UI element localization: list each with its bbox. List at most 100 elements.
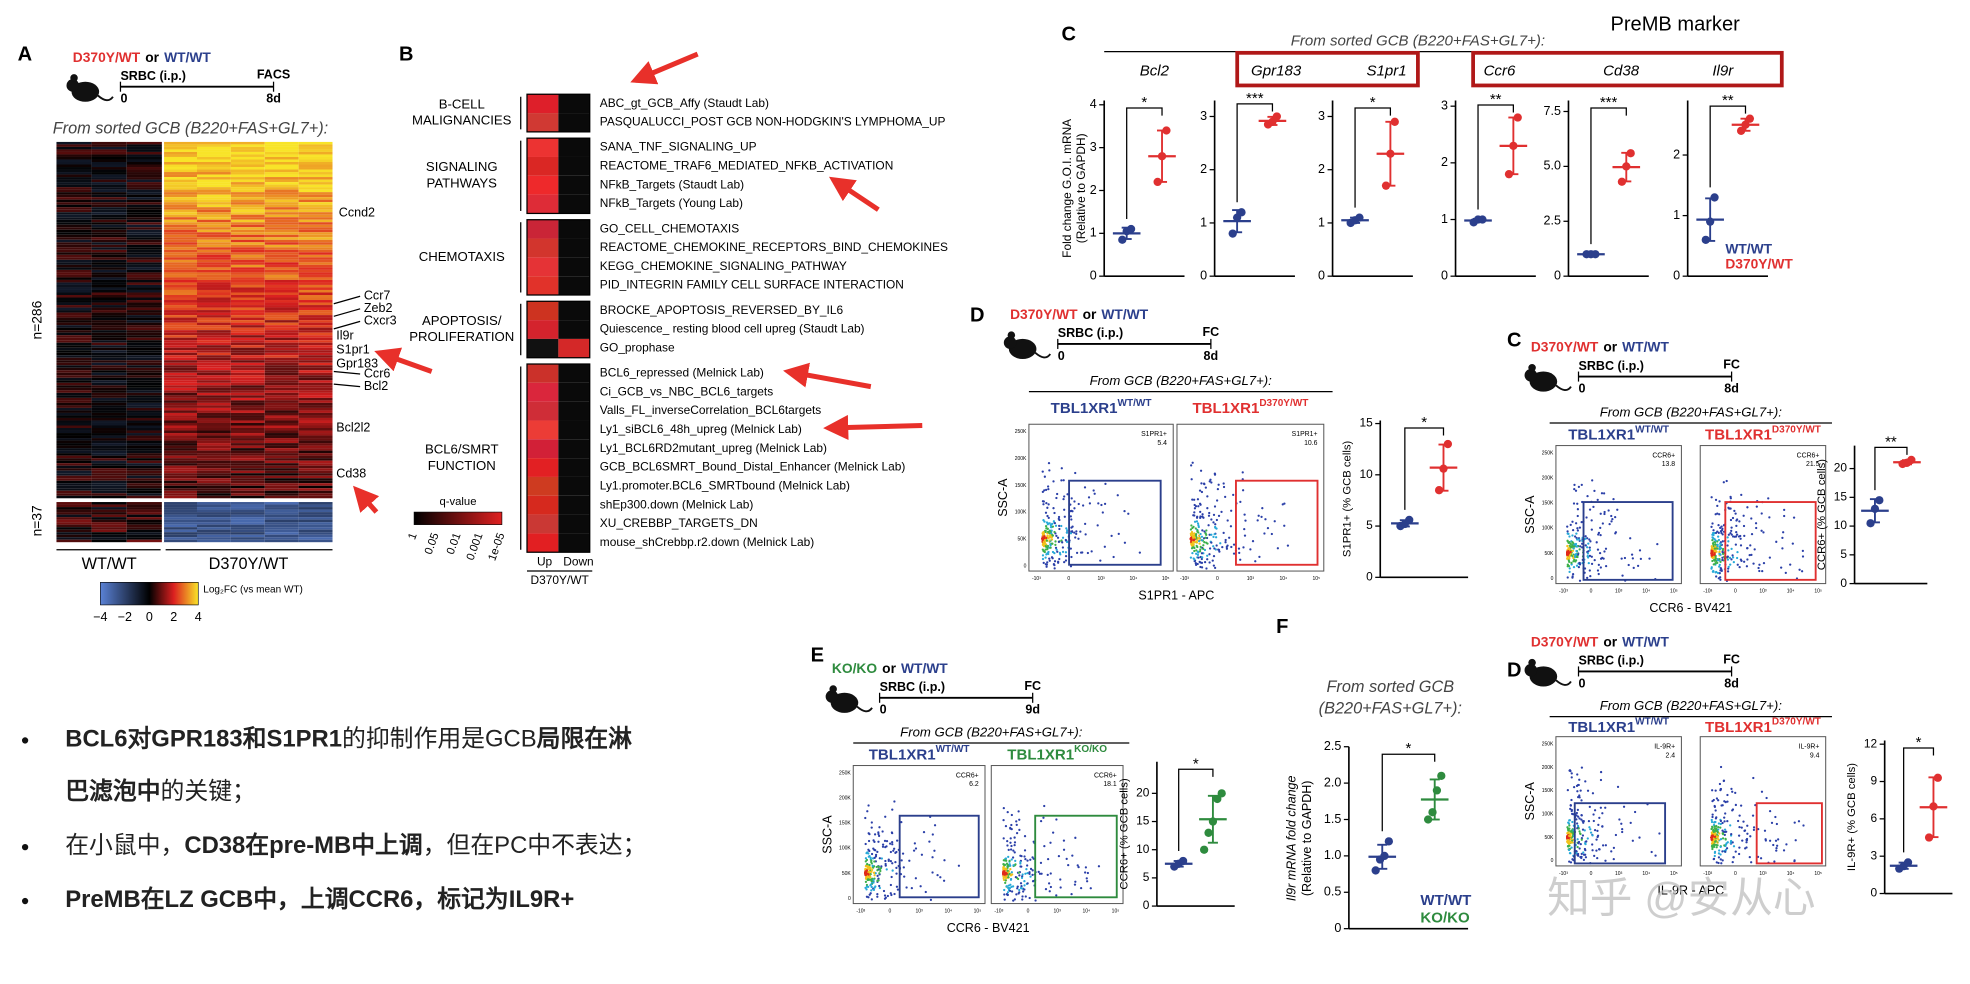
heatmap-cell <box>197 514 231 518</box>
flow-event <box>1060 524 1063 528</box>
flow-event <box>1270 532 1273 536</box>
flow-event <box>1580 836 1584 840</box>
flow-event <box>1060 479 1063 482</box>
heatmap-cell <box>197 325 231 328</box>
heatmap-cell <box>230 458 265 461</box>
heatmap-cell <box>56 430 92 434</box>
heatmap-cell <box>298 532 333 535</box>
flow-event <box>1587 562 1590 565</box>
flow-event <box>1579 789 1582 792</box>
flow-event <box>1612 498 1615 501</box>
flow-event <box>892 849 895 852</box>
heatmap-cell <box>163 360 197 363</box>
flow-event <box>1578 817 1581 820</box>
flow-event <box>1048 890 1051 893</box>
flow-event <box>1059 886 1062 889</box>
flow-event <box>1100 503 1103 507</box>
flow-event <box>1758 563 1761 566</box>
flow-event <box>1031 880 1035 883</box>
flow-event <box>884 859 887 863</box>
heatmap-cell <box>197 458 231 461</box>
heatmap-cell <box>197 420 231 423</box>
flow-event <box>1768 516 1771 519</box>
heatmap-cell <box>126 493 162 496</box>
flow-event <box>895 850 898 854</box>
flow-event <box>1039 861 1043 865</box>
treatment: SRBC (i.p.) <box>880 680 945 694</box>
flow-x-tick: -10³ <box>1032 576 1041 582</box>
flow-event <box>1064 538 1067 542</box>
heatmap-cell <box>91 352 127 356</box>
heatmap-cell <box>264 453 299 456</box>
heatmap-cell <box>91 392 127 396</box>
flow-event <box>1732 845 1736 848</box>
flow-event <box>1228 536 1231 539</box>
heatmap-cell <box>163 252 197 255</box>
group-frame <box>526 93 591 133</box>
heatmap-cell <box>264 284 299 288</box>
flow-event <box>1065 531 1069 534</box>
heatmap-cell <box>230 335 265 338</box>
heatmap-cell <box>91 156 127 160</box>
flow-event <box>878 886 881 890</box>
heatmap-cell <box>197 141 231 145</box>
flow-event <box>1734 535 1738 538</box>
heatmap-cell <box>56 495 92 499</box>
flow-event <box>1566 532 1569 535</box>
heatmap-cell <box>298 194 333 198</box>
heatmap-cell <box>91 239 127 243</box>
gene-set: BROCKE_APOPTOSIS_REVERSED_BY_IL6 <box>600 303 844 317</box>
heatmap-cell <box>264 307 299 311</box>
heatmap-cell <box>197 279 231 283</box>
flow-event <box>1716 571 1720 575</box>
heatmap-cell <box>298 284 333 288</box>
heatmap-cell <box>163 392 197 396</box>
heatmap-cell <box>298 252 333 255</box>
heatmap-cell <box>126 375 162 378</box>
y-tick-label: 10 <box>1359 467 1373 481</box>
flow-event <box>1711 556 1714 559</box>
flow-event <box>1599 778 1603 782</box>
flow-event <box>1721 821 1724 825</box>
heatmap-cell <box>163 317 197 321</box>
heatmap-cell <box>264 390 299 393</box>
heatmap-cell <box>56 412 92 416</box>
heatmap-cell <box>91 305 127 308</box>
heatmap-cell <box>91 448 127 451</box>
heatmap-cell <box>264 332 299 336</box>
flow-event <box>1577 815 1580 818</box>
flow-event <box>1058 557 1061 561</box>
flow-event <box>1018 891 1021 894</box>
heatmap-cell <box>163 430 197 434</box>
heatmap-cell <box>298 249 333 253</box>
heatmap-cell <box>197 167 231 170</box>
flow-event <box>1221 545 1224 549</box>
flow-event <box>1577 485 1581 488</box>
heatmap-cell <box>230 440 265 444</box>
flow-event <box>867 896 870 899</box>
heatmap-cell <box>197 232 231 235</box>
heatmap-cell <box>126 443 162 446</box>
heatmap-cell <box>230 453 265 456</box>
heatmap-cell <box>298 490 333 494</box>
heatmap-cell <box>197 524 231 528</box>
flow-event <box>865 883 869 887</box>
flow-event <box>870 878 873 881</box>
heatmap-cell <box>264 325 299 328</box>
heatmap-cell <box>298 458 333 461</box>
heatmap-cell <box>230 433 265 436</box>
heatmap-cell <box>91 502 127 505</box>
heatmap-cell <box>298 189 333 193</box>
flow-event <box>1748 553 1751 557</box>
flow-event <box>1042 550 1046 553</box>
flow-y-tick: 200K <box>1542 765 1554 771</box>
flow-event <box>1712 531 1715 535</box>
flow-event <box>886 894 890 898</box>
heatmap-cell <box>163 307 197 311</box>
heatmap-cell <box>264 209 299 213</box>
flow-event <box>1750 533 1754 536</box>
flow-event <box>1196 529 1199 532</box>
flow-event <box>1717 523 1720 527</box>
heatmap-cell <box>230 159 265 162</box>
heatmap-cell <box>163 300 197 303</box>
